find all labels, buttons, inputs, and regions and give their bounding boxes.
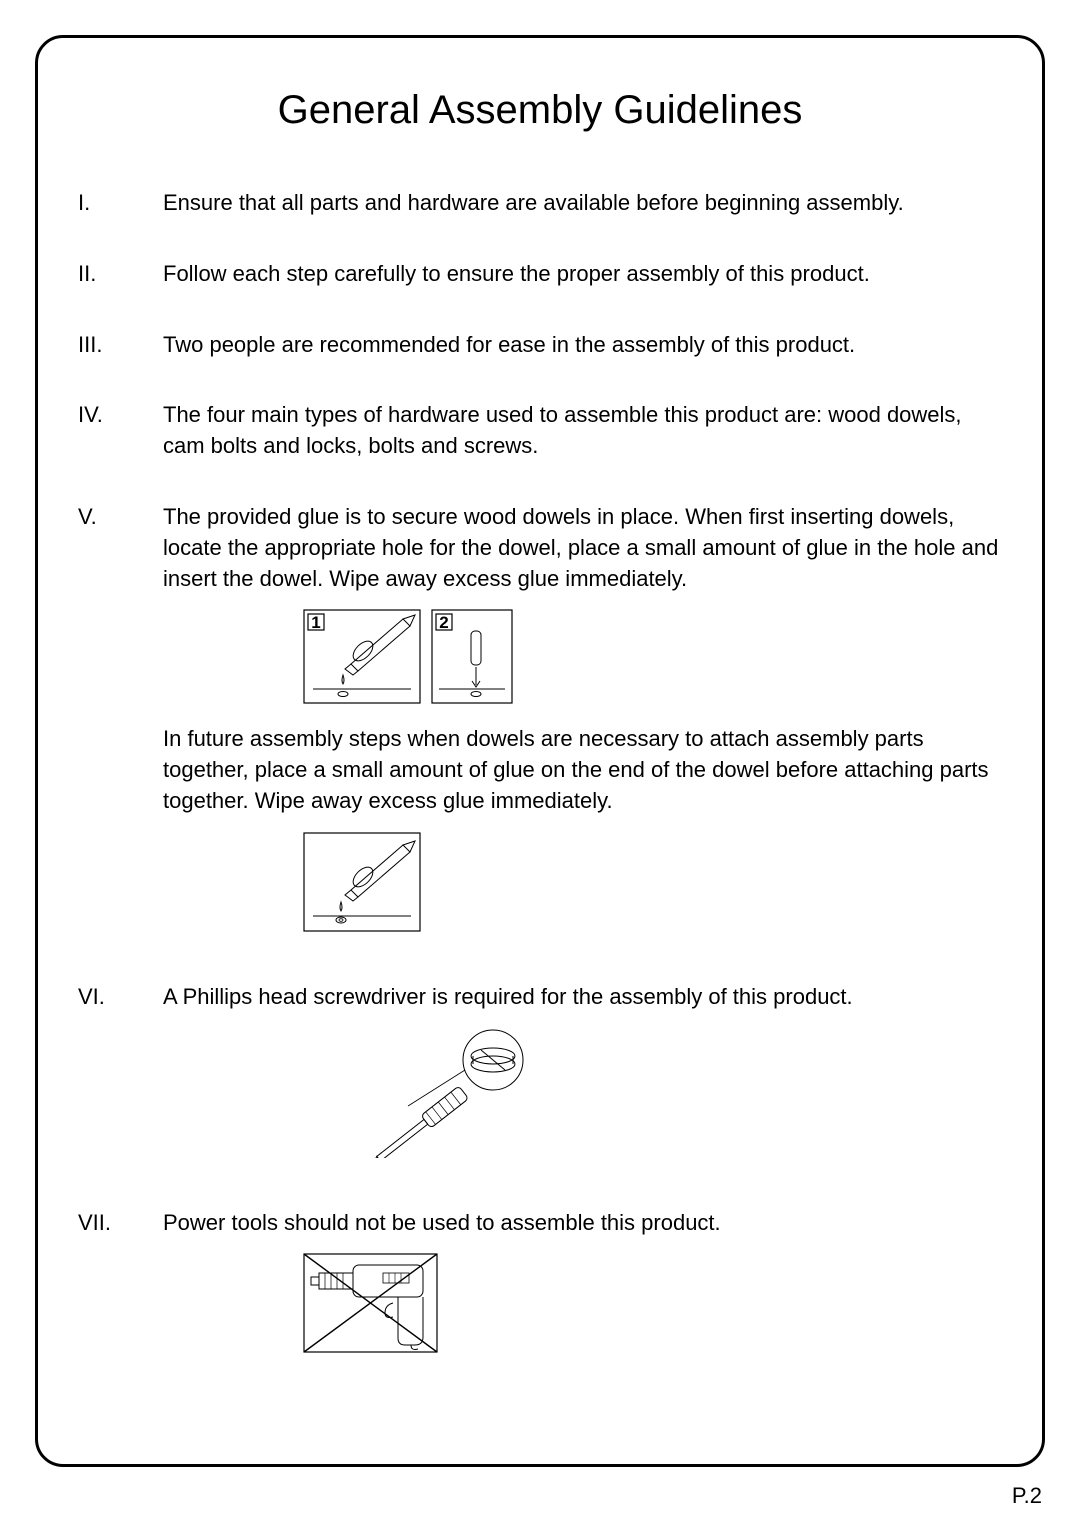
phillips-screwdriver-icon bbox=[348, 1028, 538, 1158]
item-text: The four main types of hardware used to … bbox=[163, 400, 1002, 462]
no-power-tools-illustration bbox=[303, 1253, 1002, 1353]
roman-numeral: I. bbox=[78, 188, 163, 229]
item-body: Follow each step carefully to ensure the… bbox=[163, 259, 1002, 300]
page-number: P.2 bbox=[1012, 1483, 1042, 1509]
page-frame: General Assembly Guidelines I. Ensure th… bbox=[35, 35, 1045, 1467]
item-text-2: In future assembly steps when dowels are… bbox=[163, 724, 1002, 816]
item-body: Power tools should not be used to assemb… bbox=[163, 1208, 1002, 1374]
glue-dowel-steps-illustration: 1 bbox=[303, 609, 1002, 704]
screwdriver-illustration bbox=[348, 1028, 1002, 1158]
list-item: VI. A Phillips head screwdriver is requi… bbox=[78, 982, 1002, 1178]
list-item: II. Follow each step carefully to ensure… bbox=[78, 259, 1002, 300]
item-body: The provided glue is to secure wood dowe… bbox=[163, 502, 1002, 952]
item-body: Two people are recommended for ease in t… bbox=[163, 330, 1002, 371]
item-text: The provided glue is to secure wood dowe… bbox=[163, 502, 1002, 594]
roman-numeral: III. bbox=[78, 330, 163, 371]
dowel-insert-icon: 2 bbox=[431, 609, 513, 704]
list-item: I. Ensure that all parts and hardware ar… bbox=[78, 188, 1002, 229]
item-text: Two people are recommended for ease in t… bbox=[163, 330, 1002, 361]
roman-numeral: VI. bbox=[78, 982, 163, 1178]
guidelines-list: I. Ensure that all parts and hardware ar… bbox=[78, 188, 1002, 1373]
item-text: Power tools should not be used to assemb… bbox=[163, 1208, 1002, 1239]
list-item: V. The provided glue is to secure wood d… bbox=[78, 502, 1002, 952]
step-1-label: 1 bbox=[311, 613, 320, 632]
roman-numeral: V. bbox=[78, 502, 163, 952]
item-text: Ensure that all parts and hardware are a… bbox=[163, 188, 1002, 219]
item-body: Ensure that all parts and hardware are a… bbox=[163, 188, 1002, 229]
roman-numeral: IV. bbox=[78, 400, 163, 472]
glue-dowel-end-icon bbox=[303, 832, 421, 932]
glue-tube-icon: 1 bbox=[303, 609, 421, 704]
list-item: VII. Power tools should not be used to a… bbox=[78, 1208, 1002, 1374]
step-2-label: 2 bbox=[439, 613, 448, 632]
roman-numeral: II. bbox=[78, 259, 163, 300]
roman-numeral: VII. bbox=[78, 1208, 163, 1374]
item-text: Follow each step carefully to ensure the… bbox=[163, 259, 1002, 290]
list-item: III. Two people are recommended for ease… bbox=[78, 330, 1002, 371]
page-title: General Assembly Guidelines bbox=[78, 88, 1002, 133]
power-drill-crossed-icon bbox=[303, 1253, 438, 1353]
item-body: A Phillips head screwdriver is required … bbox=[163, 982, 1002, 1178]
list-item: IV. The four main types of hardware used… bbox=[78, 400, 1002, 472]
item-body: The four main types of hardware used to … bbox=[163, 400, 1002, 472]
item-text: A Phillips head screwdriver is required … bbox=[163, 982, 1002, 1013]
glue-on-dowel-illustration bbox=[303, 832, 1002, 932]
